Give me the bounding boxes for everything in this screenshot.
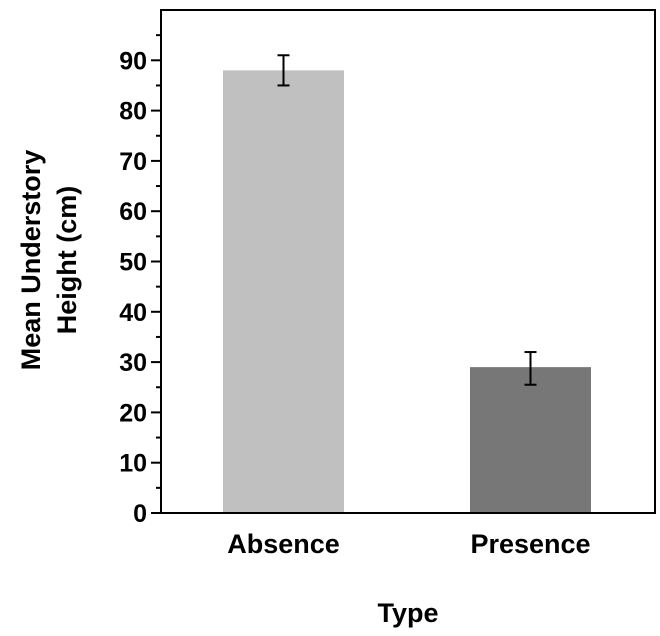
y-tick-label: 10 (119, 450, 147, 478)
y-tick-label: 40 (119, 299, 147, 327)
y-axis-title-line-1: Mean Understory (16, 150, 46, 371)
y-tick-label: 20 (119, 399, 147, 427)
y-tick-label: 70 (119, 148, 147, 176)
x-axis-title: Type (377, 598, 438, 628)
x-tick-label-presence: Presence (470, 529, 590, 559)
bars (223, 70, 591, 513)
error-bar-presence (524, 351, 537, 386)
y-axis-title: Mean Understory Height (cm) (16, 150, 82, 371)
error-bars (277, 54, 537, 386)
bar-absence (223, 70, 344, 513)
y-tick-label: 50 (119, 249, 147, 277)
x-axis: Absence Presence (227, 529, 590, 559)
y-axis: 0 10 20 30 40 50 60 70 80 90 (119, 34, 161, 528)
y-tick-label: 0 (133, 500, 147, 528)
y-tick-label: 30 (119, 349, 147, 377)
y-tick-label: 60 (119, 198, 147, 226)
x-tick-label-absence: Absence (227, 529, 340, 559)
error-bar-absence (277, 54, 290, 87)
y-tick-label: 80 (119, 98, 147, 126)
y-tick-label: 90 (119, 47, 147, 75)
y-axis-title-line-2: Height (cm) (52, 186, 82, 335)
bar-presence (470, 367, 591, 512)
